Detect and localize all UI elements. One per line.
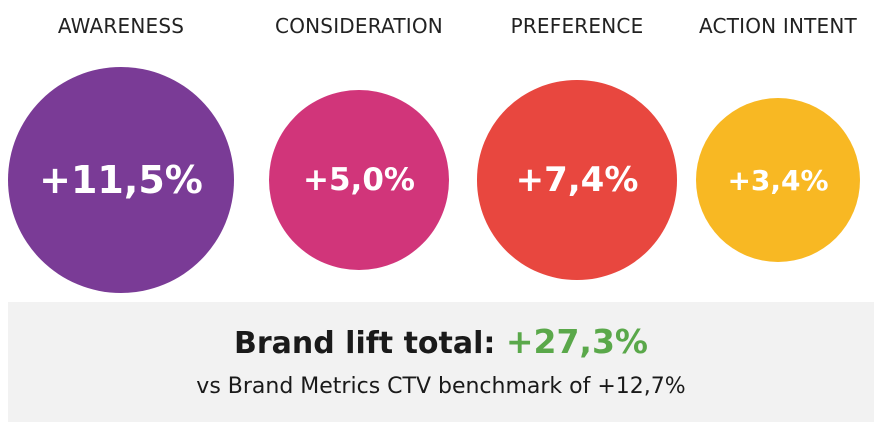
category-label-preference: PREFERENCE — [510, 14, 644, 38]
brand-lift-total-label: Brand lift total: — [234, 326, 496, 361]
bubble-action-intent: +3,4% — [696, 98, 860, 262]
bubble-value-label: +5,0% — [303, 161, 415, 198]
bubble-consideration: +5,0% — [269, 90, 449, 270]
summary-panel: Brand lift total: +27,3% vs Brand Metric… — [8, 302, 874, 422]
bubble-preference: +7,4% — [477, 80, 677, 280]
bubble-value-label: +3,4% — [727, 163, 829, 197]
category-label-action-intent: ACTION INTENT — [699, 14, 857, 38]
brand-lift-total-value: +27,3% — [505, 322, 648, 361]
brand-lift-total: Brand lift total: +27,3% — [8, 322, 874, 361]
benchmark-text: vs Brand Metrics CTV benchmark of +12,7% — [196, 374, 686, 399]
bubble-awareness: +11,5% — [8, 67, 234, 293]
bubble-value-label: +7,4% — [515, 159, 639, 200]
bubble-value-label: +11,5% — [39, 158, 203, 202]
category-label-consideration: CONSIDERATION — [275, 14, 443, 38]
category-label-awareness: AWARENESS — [57, 14, 185, 38]
